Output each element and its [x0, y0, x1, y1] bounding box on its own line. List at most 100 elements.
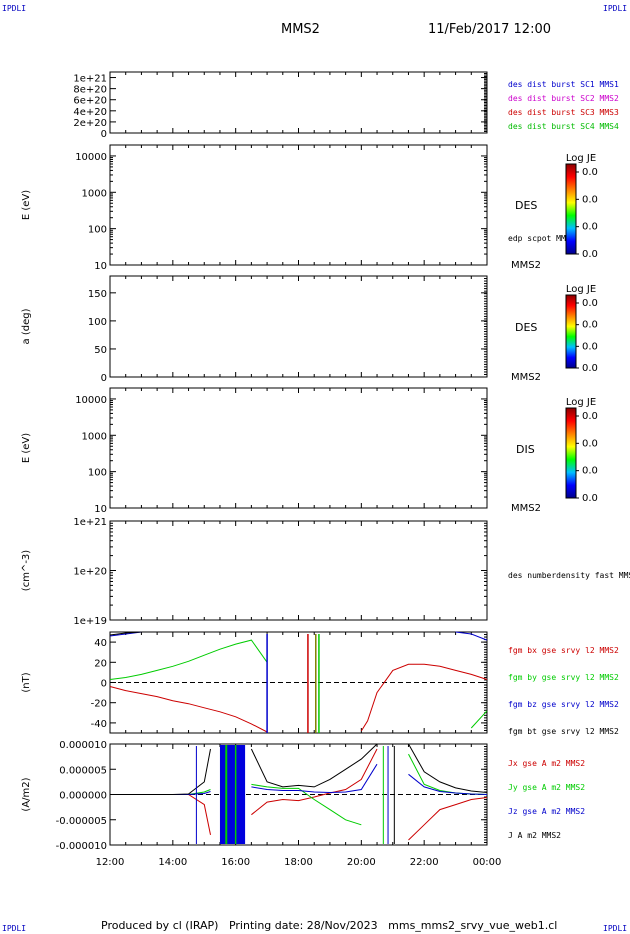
colorbar-title: Log JE	[566, 153, 596, 164]
spacecraft-title: MMS2	[281, 22, 320, 37]
colorbar-tick-label: 0.0	[582, 341, 598, 352]
legend-entry: fgm bt gse srvy l2 MMS2	[508, 727, 619, 736]
y-tick-label: 20	[94, 658, 107, 669]
y-tick-label: 10000	[75, 152, 107, 163]
legend-entry: fgm bx gse srvy l2 MMS2	[508, 646, 619, 655]
y-axis-label: E (eV)	[21, 433, 32, 463]
y-tick-label: 2e+20	[73, 118, 107, 129]
colorbar-tick-label: 0.0	[582, 194, 598, 205]
corner-label-bottom-right: IPDLI	[603, 924, 628, 933]
time-axis-tick-label: 00:00	[473, 857, 502, 868]
panel-sublabel: edp scpot MMS2	[508, 234, 576, 243]
colorbar	[565, 294, 577, 369]
series-line-3	[110, 743, 488, 795]
y-tick-label: 1e+21	[73, 517, 107, 528]
panel-spacecraft-label: MMS2	[511, 503, 541, 514]
legend-entry: des dist burst SC1 MMS1	[508, 80, 619, 89]
y-tick-label: 10000	[75, 395, 107, 406]
y-tick-label: 150	[88, 289, 107, 300]
y-axis-label: (A/m2)	[21, 777, 32, 811]
legend-entry: Jz gse A m2 MMS2	[508, 807, 585, 816]
y-axis-label: (nT)	[21, 672, 32, 692]
corner-label-top-right: IPDLI	[603, 4, 628, 13]
footer-credit: Produced by cl (IRAP) Printing date: 28/…	[101, 919, 558, 932]
legend-entry: fgm bz gse srvy l2 MMS2	[508, 700, 619, 709]
time-axis-tick-label: 20:00	[347, 857, 376, 868]
colorbar-tick-label: 0.0	[582, 298, 598, 309]
colorbar-tick-label: 0.0	[582, 167, 598, 178]
y-tick-label: 10	[94, 261, 107, 272]
series-line-1	[109, 639, 488, 729]
colorbar-tick-label: 0.0	[582, 493, 598, 504]
y-tick-label: 1e+19	[73, 616, 107, 627]
y-tick-label: -40	[91, 719, 107, 730]
y-tick-label: 100	[88, 225, 107, 236]
panel-label-dis: DIS	[516, 443, 535, 456]
time-axis-tick-label: 14:00	[158, 857, 187, 868]
time-axis-tick-label: 12:00	[96, 857, 125, 868]
panel-spacecraft-label: MMS2	[511, 372, 541, 383]
legend-entry: des numberdensity fast MMS2	[508, 571, 630, 580]
legend-entry: des dist burst SC4 MMS4	[508, 122, 619, 131]
corner-label-bottom-left: IPDLI	[2, 924, 27, 933]
y-tick-label: 50	[94, 345, 107, 356]
y-tick-label: 40	[94, 638, 107, 649]
panel-frame-1	[109, 144, 488, 266]
y-axis-label: E (eV)	[21, 190, 32, 220]
y-tick-label: 1e+20	[73, 567, 107, 578]
colorbar-title: Log JE	[566, 397, 596, 408]
panel-label-des: DES	[515, 199, 537, 212]
y-tick-label: 100	[88, 468, 107, 479]
colorbar-tick-label: 0.0	[582, 363, 598, 374]
series-line-0	[109, 663, 488, 733]
y-tick-label: 1000	[82, 431, 107, 442]
y-axis-label: a (deg)	[21, 308, 32, 344]
y-tick-label: 4e+20	[73, 107, 107, 118]
panel-frame-4	[109, 520, 488, 621]
y-tick-label: 1000	[82, 188, 107, 199]
y-tick-label: 0.000005	[59, 765, 107, 776]
y-axis-label: (cm^-3)	[21, 550, 32, 591]
time-axis-tick-label: 22:00	[410, 857, 439, 868]
colorbar-tick-label: 0.0	[582, 249, 598, 260]
legend-entry: Jy gse A m2 MMS2	[508, 783, 585, 792]
panel-frame-2	[109, 275, 488, 378]
time-axis-tick-label: 18:00	[284, 857, 313, 868]
y-tick-label: 10	[94, 504, 107, 515]
datetime-title: 11/Feb/2017 12:00	[428, 22, 551, 37]
y-tick-label: 8e+20	[73, 85, 107, 96]
y-tick-label: -20	[91, 699, 107, 710]
panel-label-des: DES	[515, 321, 537, 334]
y-tick-label: 0	[101, 129, 107, 140]
corner-label-top-left: IPDLI	[2, 4, 27, 13]
colorbar-tick-label: 0.0	[582, 438, 598, 449]
y-tick-label: 0	[101, 679, 107, 690]
colorbar-tick-label: 0.0	[582, 222, 598, 233]
y-tick-label: 1e+21	[73, 74, 107, 85]
legend-entry: des dist burst SC2 MMS2	[508, 94, 619, 103]
series-line-1	[110, 753, 488, 826]
panel-spacecraft-label: MMS2	[511, 260, 541, 271]
legend-entry: des dist burst SC3 MMS3	[508, 108, 619, 117]
time-axis-tick-label: 16:00	[221, 857, 250, 868]
colorbar-tick-label: 0.0	[582, 320, 598, 331]
panel-frame-3	[109, 387, 488, 509]
legend-entry: J A m2 MMS2	[508, 831, 561, 840]
series-line-3	[109, 631, 142, 636]
saturated-data-block	[219, 745, 246, 844]
y-tick-label: 0.000000	[59, 791, 107, 802]
series-line-2	[110, 763, 488, 795]
y-tick-label: -0.000010	[56, 841, 107, 852]
colorbar	[565, 407, 577, 499]
y-tick-label: 0.000010	[59, 740, 107, 751]
y-tick-label: -0.000005	[56, 816, 107, 827]
colorbar	[565, 163, 577, 255]
y-tick-label: 100	[88, 317, 107, 328]
colorbar-tick-label: 0.0	[582, 411, 598, 422]
panel-frame-0	[109, 71, 488, 134]
legend-entry: Jx gse A m2 MMS2	[508, 759, 585, 768]
y-tick-label: 6e+20	[73, 96, 107, 107]
colorbar-title: Log JE	[566, 284, 596, 295]
colorbar-tick-label: 0.0	[582, 466, 598, 477]
